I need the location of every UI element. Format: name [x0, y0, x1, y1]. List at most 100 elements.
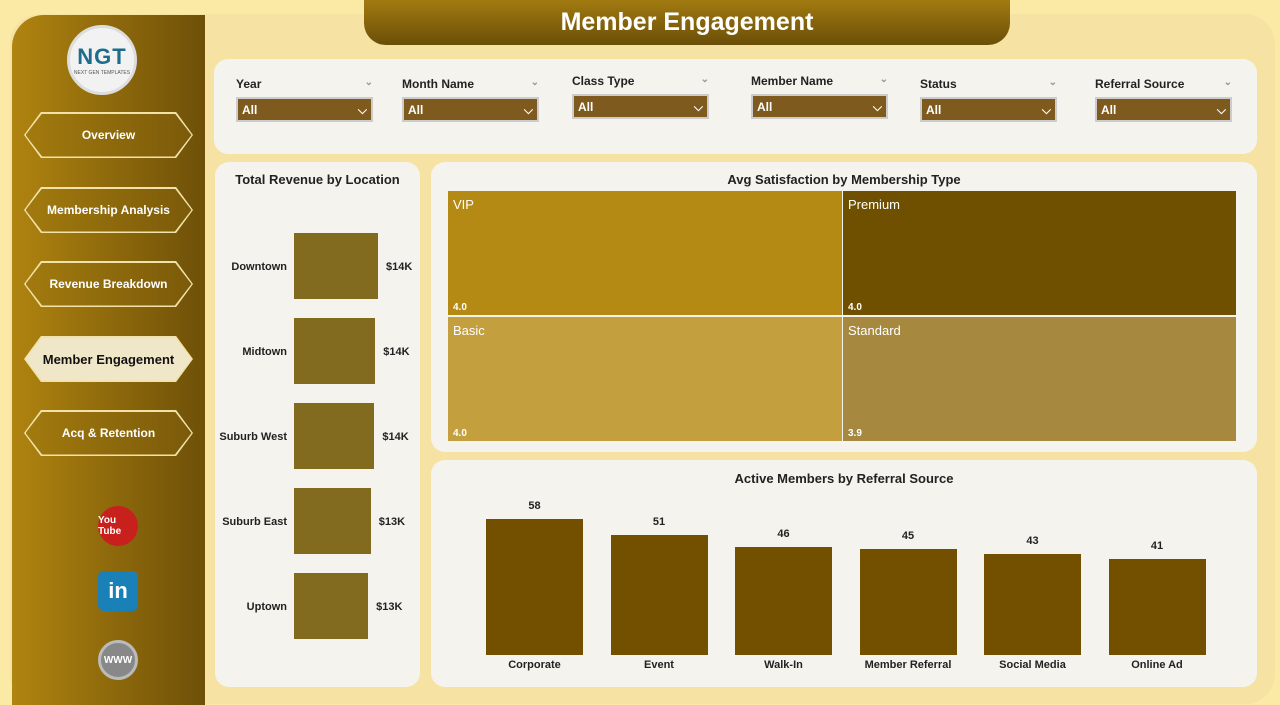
- filter-dropdown[interactable]: All ⌵: [402, 97, 539, 122]
- tile-value: 3.9: [848, 428, 862, 439]
- treemap-tile[interactable]: Basic 4.0: [448, 317, 842, 441]
- category-label: Walk-In: [764, 659, 803, 671]
- chevron-down-icon[interactable]: ⌄: [364, 77, 373, 88]
- bar[interactable]: [294, 403, 375, 469]
- bar[interactable]: [859, 549, 957, 655]
- bar[interactable]: [1108, 558, 1206, 655]
- data-label: 41: [1150, 539, 1164, 552]
- chart-title: Avg Satisfaction by Membership Type: [727, 172, 961, 187]
- data-label: 58: [528, 500, 541, 512]
- chevron-down-icon[interactable]: ⌄: [1223, 77, 1232, 88]
- bar[interactable]: [294, 233, 378, 299]
- filter-member-name[interactable]: Member Name ⌄ All ⌵: [751, 74, 888, 119]
- chevron-down-icon: ⌵: [523, 103, 533, 117]
- filter-panel: Year ⌄ All ⌵ Month Name ⌄ All ⌵ Class Type ⌄ All ⌵ M…: [214, 59, 1257, 154]
- category-label: Event: [644, 659, 674, 671]
- chevron-down-icon: ⌵: [693, 100, 703, 114]
- chevron-down-icon[interactable]: ⌄: [1048, 77, 1057, 88]
- category-label: Downtown: [231, 261, 287, 273]
- website-icon[interactable]: WWW: [98, 640, 138, 680]
- tile-value: 4.0: [453, 302, 467, 313]
- chart-title: Total Revenue by Location: [235, 172, 400, 187]
- tile-label: Premium: [848, 197, 901, 212]
- data-label: $13K: [376, 601, 403, 613]
- filter-label-text: Status: [920, 77, 957, 91]
- chevron-down-icon[interactable]: ⌄: [700, 74, 709, 85]
- data-label: $14K: [386, 261, 413, 273]
- filter-label: Status ⌄: [920, 77, 1057, 91]
- chevron-down-icon: ⌵: [872, 100, 882, 114]
- linkedin-icon[interactable]: in: [98, 571, 138, 611]
- page-title: Member Engagement: [364, 0, 1010, 45]
- bar[interactable]: [294, 573, 369, 639]
- filter-label-text: Month Name: [402, 77, 474, 91]
- logo: NGT NEXT GEN TEMPLATES: [67, 25, 137, 95]
- bar[interactable]: [486, 519, 583, 655]
- filter-dropdown[interactable]: All ⌵: [751, 94, 888, 119]
- nav-overview[interactable]: Overview: [24, 112, 193, 158]
- filter-label: Class Type ⌄: [572, 74, 709, 88]
- filter-dropdown[interactable]: All ⌵: [920, 97, 1057, 122]
- tile-value: 4.0: [848, 302, 862, 313]
- filter-value: All: [578, 100, 594, 114]
- filter-label-text: Referral Source: [1095, 77, 1185, 91]
- filter-dropdown[interactable]: All ⌵: [1095, 97, 1232, 122]
- data-label: 46: [777, 528, 790, 541]
- category-label: Midtown: [242, 346, 287, 358]
- data-label: $13K: [378, 516, 406, 528]
- filter-month-name[interactable]: Month Name ⌄ All ⌵: [402, 77, 539, 122]
- sidebar: NGT NEXT GEN TEMPLATES Overview Membershi…: [12, 15, 205, 705]
- bar[interactable]: [610, 535, 708, 655]
- chevron-down-icon[interactable]: ⌄: [530, 77, 539, 88]
- chevron-down-icon: ⌵: [1216, 103, 1226, 117]
- filter-dropdown[interactable]: All ⌵: [236, 97, 373, 122]
- revenue-by-location-card: Total Revenue by Location Downtown $14K Mi…: [215, 162, 420, 687]
- data-label: $14K: [382, 431, 409, 443]
- tile-value: 4.0: [453, 428, 467, 439]
- bar[interactable]: [294, 488, 371, 554]
- data-label: $14K: [383, 346, 410, 358]
- filter-status[interactable]: Status ⌄ All ⌵: [920, 77, 1057, 122]
- nav-member-engagement[interactable]: Member Engagement: [24, 336, 193, 382]
- nav-revenue-breakdown[interactable]: Revenue Breakdown: [24, 261, 193, 307]
- filter-label-text: Member Name: [751, 74, 834, 88]
- filter-referral-source[interactable]: Referral Source ⌄ All ⌵: [1095, 77, 1232, 122]
- category-label: Suburb East: [222, 516, 287, 528]
- youtube-icon[interactable]: You Tube: [98, 506, 138, 546]
- category-label: Member Referral: [864, 659, 952, 671]
- chevron-down-icon[interactable]: ⌄: [879, 74, 888, 85]
- category-label: Online Ad: [1131, 659, 1183, 671]
- referral-source-card: Active Members by Referral Source 58 Corp…: [431, 460, 1257, 687]
- category-label: Suburb West: [219, 431, 287, 443]
- category-label: Social Media: [999, 659, 1066, 671]
- nav-acq-retention[interactable]: Acq & Retention: [24, 410, 193, 456]
- treemap-tile[interactable]: VIP 4.0: [448, 191, 842, 315]
- bar[interactable]: [735, 547, 832, 655]
- filter-class-type[interactable]: Class Type ⌄ All ⌵: [572, 74, 709, 119]
- category-label: Corporate: [508, 659, 561, 671]
- filter-label-text: Year: [236, 77, 262, 91]
- tile-label: VIP: [453, 197, 474, 212]
- filter-label: Member Name ⌄: [751, 74, 888, 88]
- filter-value: All: [1101, 103, 1117, 117]
- filter-label: Month Name ⌄: [402, 77, 539, 91]
- filter-value: All: [757, 100, 773, 114]
- filter-value: All: [926, 103, 942, 117]
- bar[interactable]: [984, 554, 1081, 655]
- bar[interactable]: [294, 318, 376, 384]
- nav-membership-analysis[interactable]: Membership Analysis: [24, 187, 193, 233]
- treemap-tile[interactable]: Premium 4.0: [843, 191, 1236, 315]
- filter-label: Referral Source ⌄: [1095, 77, 1232, 91]
- filter-year[interactable]: Year ⌄ All ⌵: [236, 77, 373, 122]
- tile-label: Standard: [848, 323, 901, 338]
- filter-value: All: [242, 103, 258, 117]
- satisfaction-treemap-card: Avg Satisfaction by Membership Type VIP 4…: [431, 162, 1257, 452]
- data-label: 45: [901, 530, 915, 543]
- filter-label: Year ⌄: [236, 77, 373, 91]
- tile-label: Basic: [453, 323, 485, 338]
- data-label: 43: [1026, 535, 1039, 548]
- filter-dropdown[interactable]: All ⌵: [572, 94, 709, 119]
- chevron-down-icon: ⌵: [357, 103, 367, 117]
- data-label: 51: [652, 516, 666, 529]
- treemap-tile[interactable]: Standard 3.9: [843, 317, 1236, 441]
